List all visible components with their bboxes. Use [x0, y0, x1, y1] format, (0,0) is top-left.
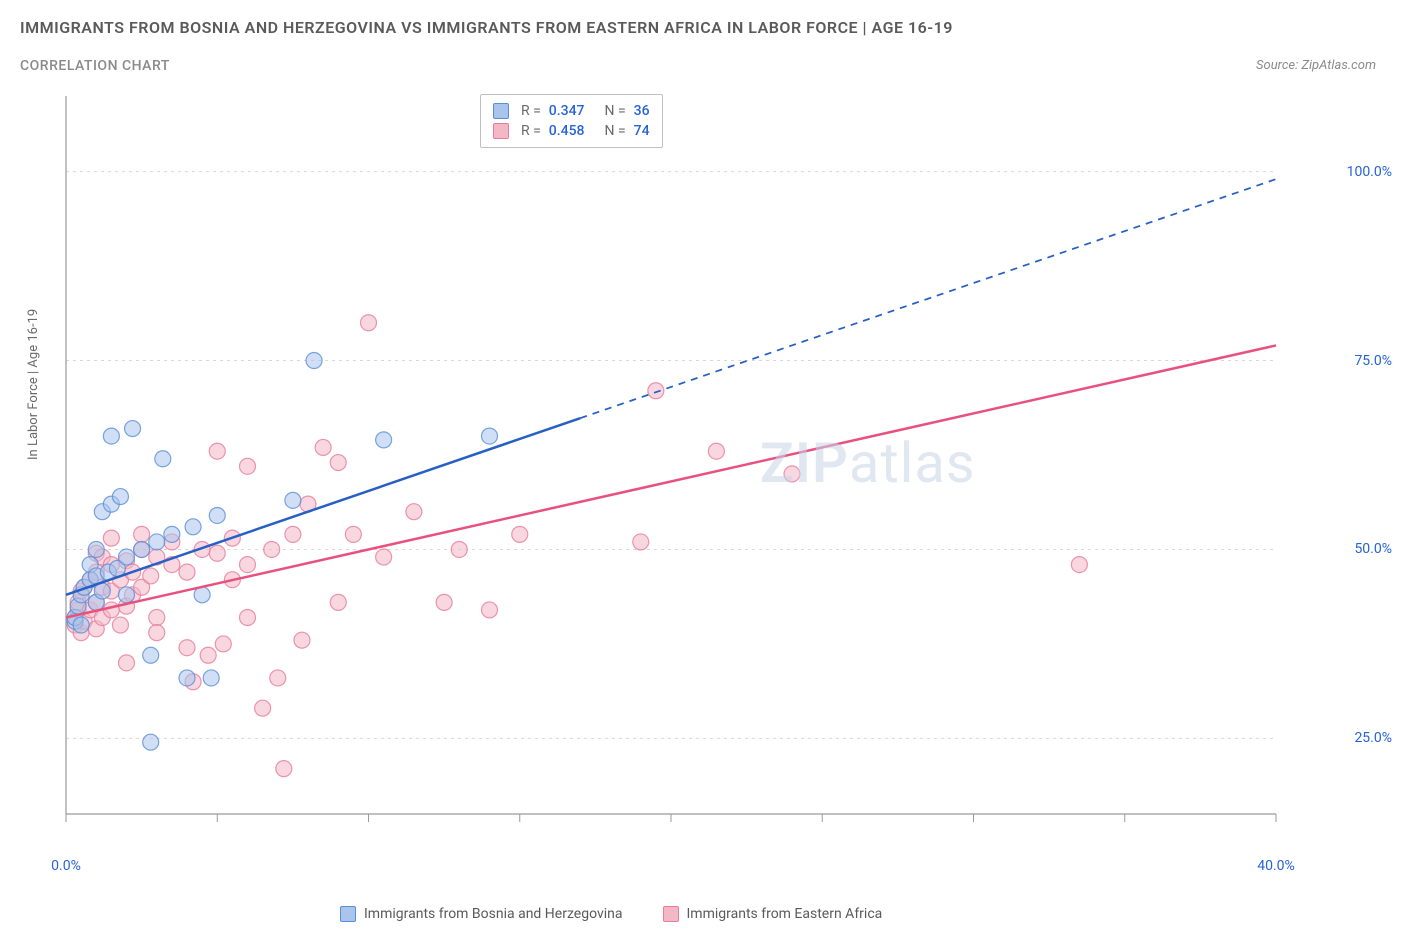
- data-point: [215, 636, 231, 652]
- data-point: [285, 526, 301, 542]
- data-point: [285, 492, 301, 508]
- n-label: N =: [605, 123, 626, 139]
- n-value-bosnia: 36: [634, 103, 650, 119]
- y-tick-label: 25.0%: [1354, 730, 1392, 746]
- data-point: [155, 451, 171, 467]
- data-point: [784, 466, 800, 482]
- data-point: [240, 557, 256, 573]
- data-point: [1071, 557, 1087, 573]
- data-point: [203, 670, 219, 686]
- y-tick-label: 100.0%: [1347, 164, 1392, 180]
- y-axis-label: In Labor Force | Age 16-19: [26, 309, 41, 460]
- n-label: N =: [605, 103, 626, 119]
- legend-row-bosnia: R = 0.347 N = 36: [493, 101, 650, 121]
- y-tick-label: 50.0%: [1354, 541, 1392, 557]
- data-point: [200, 647, 216, 663]
- data-point: [125, 421, 141, 437]
- data-point: [143, 647, 159, 663]
- legend-row-eastern-africa: R = 0.458 N = 74: [493, 121, 650, 141]
- r-label: R =: [521, 103, 541, 119]
- data-point: [482, 602, 498, 618]
- series-label-eastern-africa: Immigrants from Eastern Africa: [687, 906, 883, 922]
- data-point: [255, 700, 271, 716]
- data-point: [149, 625, 165, 641]
- data-point: [179, 564, 195, 580]
- data-point: [179, 670, 195, 686]
- legend-item-bosnia: Immigrants from Bosnia and Herzegovina: [340, 906, 623, 922]
- r-value-eastern-africa: 0.458: [549, 123, 585, 139]
- source-name: ZipAtlas.com: [1301, 58, 1376, 73]
- data-point: [164, 526, 180, 542]
- data-point: [185, 519, 201, 535]
- data-point: [119, 655, 135, 671]
- data-point: [330, 455, 346, 471]
- data-point: [482, 428, 498, 444]
- n-value-eastern-africa: 74: [634, 123, 650, 139]
- data-point: [406, 504, 422, 520]
- data-point: [103, 530, 119, 546]
- data-point: [315, 439, 331, 455]
- series-label-bosnia: Immigrants from Bosnia and Herzegovina: [364, 906, 623, 922]
- source-label: Source:: [1256, 58, 1298, 73]
- chart-area: 25.0%50.0%75.0%100.0%0.0%40.0%: [56, 90, 1336, 850]
- data-point: [436, 594, 452, 610]
- swatch-bosnia: [340, 906, 356, 922]
- data-point: [209, 443, 225, 459]
- data-point: [708, 443, 724, 459]
- data-point: [240, 609, 256, 625]
- data-point: [112, 617, 128, 633]
- data-point: [294, 632, 310, 648]
- swatch-eastern-africa: [663, 906, 679, 922]
- data-point: [240, 458, 256, 474]
- data-point: [134, 526, 150, 542]
- data-point: [306, 353, 322, 369]
- correlation-legend: R = 0.347 N = 36 R = 0.458 N = 74: [480, 94, 663, 148]
- data-point: [143, 568, 159, 584]
- data-point: [209, 507, 225, 523]
- trend-line-extrapolated: [580, 179, 1276, 418]
- data-point: [112, 489, 128, 505]
- x-tick-label: 40.0%: [1257, 858, 1295, 874]
- data-point: [633, 534, 649, 550]
- legend-item-eastern-africa: Immigrants from Eastern Africa: [663, 906, 883, 922]
- data-point: [345, 526, 361, 542]
- data-point: [451, 541, 467, 557]
- data-point: [143, 734, 159, 750]
- data-point: [376, 549, 392, 565]
- scatter-plot: [56, 90, 1336, 850]
- chart-subtitle: CORRELATION CHART: [20, 58, 170, 74]
- source-attribution: Source: ZipAtlas.com: [1256, 58, 1376, 73]
- data-point: [648, 383, 664, 399]
- data-point: [330, 594, 346, 610]
- swatch-eastern-africa: [493, 123, 509, 139]
- x-tick-label: 0.0%: [51, 858, 81, 874]
- data-point: [179, 640, 195, 656]
- data-point: [149, 609, 165, 625]
- data-point: [134, 541, 150, 557]
- data-point: [209, 545, 225, 561]
- data-point: [103, 602, 119, 618]
- series-legend: Immigrants from Bosnia and Herzegovina I…: [340, 906, 882, 922]
- data-point: [119, 549, 135, 565]
- data-point: [73, 617, 89, 633]
- data-point: [119, 587, 135, 603]
- r-value-bosnia: 0.347: [549, 103, 585, 119]
- data-point: [264, 541, 280, 557]
- data-point: [376, 432, 392, 448]
- r-label: R =: [521, 123, 541, 139]
- data-point: [270, 670, 286, 686]
- y-tick-label: 75.0%: [1354, 353, 1392, 369]
- data-point: [88, 541, 104, 557]
- data-point: [512, 526, 528, 542]
- data-point: [276, 761, 292, 777]
- data-point: [361, 315, 377, 331]
- data-point: [149, 534, 165, 550]
- data-point: [103, 428, 119, 444]
- chart-title: IMMIGRANTS FROM BOSNIA AND HERZEGOVINA V…: [20, 18, 953, 37]
- swatch-bosnia: [493, 103, 509, 119]
